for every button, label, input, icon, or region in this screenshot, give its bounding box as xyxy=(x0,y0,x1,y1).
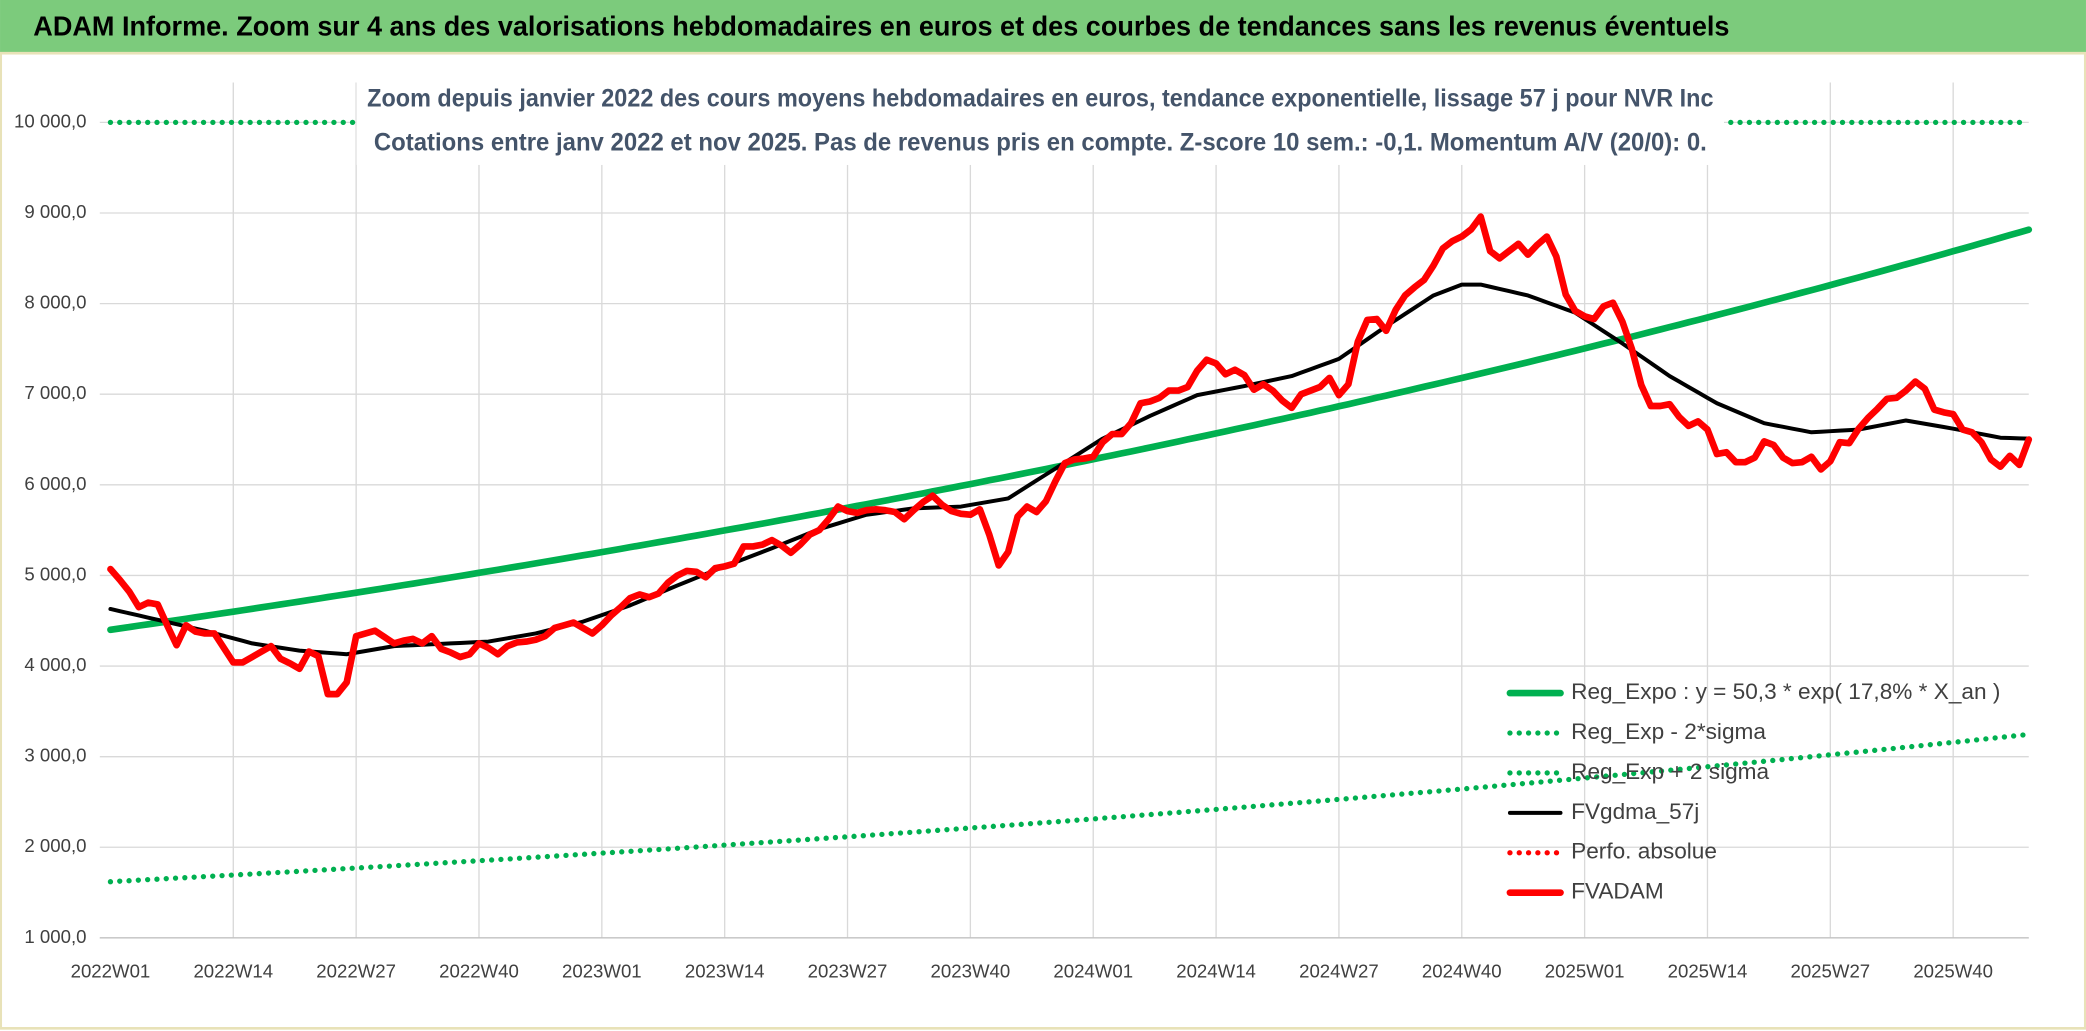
x-tick-label: 2022W14 xyxy=(193,960,273,981)
x-tick-label: 2022W27 xyxy=(316,960,396,981)
chart-subtitle: Zoom depuis janvier 2022 des cours moyen… xyxy=(367,84,1713,112)
x-tick-label: 2024W01 xyxy=(1053,960,1133,981)
y-tick-label: 1 000,0 xyxy=(24,926,86,947)
legend-label: FVgdma_57j xyxy=(1571,799,1699,824)
x-tick-label: 2023W27 xyxy=(808,960,888,981)
series-line xyxy=(107,731,2032,885)
legend-label: Reg_Expo : y = 50,3 * exp( 17,8% * X_an … xyxy=(1571,679,2000,704)
legend-label: Perfo. absolue xyxy=(1571,839,1717,864)
y-tick-label: 2 000,0 xyxy=(24,835,86,856)
x-tick-label: 2025W01 xyxy=(1545,960,1625,981)
y-tick-label: 6 000,0 xyxy=(24,473,86,494)
header-bar xyxy=(0,0,2086,54)
y-tick-label: 7 000,0 xyxy=(24,382,86,403)
legend: Reg_Expo : y = 50,3 * exp( 17,8% * X_an … xyxy=(1506,679,2000,904)
y-tick-label: 10 000,0 xyxy=(14,110,86,131)
legend-label: Reg_Exp + 2 sigma xyxy=(1571,759,1769,784)
chart-title: ADAM Informe. Zoom sur 4 ans des valoris… xyxy=(33,10,1729,41)
y-tick-label: 5 000,0 xyxy=(24,563,86,584)
x-tick-label: 2024W27 xyxy=(1299,960,1379,981)
legend-label: Reg_Exp - 2*sigma xyxy=(1571,719,1766,744)
x-tick-label: 2024W14 xyxy=(1176,960,1256,981)
x-tick-label: 2024W40 xyxy=(1422,960,1502,981)
frame xyxy=(0,51,2086,1030)
chart-subtitle: Cotations entre janv 2022 et nov 2025. P… xyxy=(374,128,1707,156)
subtitle-box xyxy=(356,77,1725,165)
y-tick-label: 3 000,0 xyxy=(24,745,86,766)
x-tick-label: 2022W40 xyxy=(439,960,519,981)
x-tick-label: 2025W27 xyxy=(1790,960,1870,981)
x-tick-label: 2025W40 xyxy=(1913,960,1993,981)
x-tick-label: 2022W01 xyxy=(71,960,151,981)
y-tick-label: 9 000,0 xyxy=(24,201,86,222)
x-tick-label: 2025W14 xyxy=(1668,960,1748,981)
y-tick-label: 4 000,0 xyxy=(24,654,86,675)
y-tick-label: 8 000,0 xyxy=(24,292,86,313)
x-tick-label: 2023W14 xyxy=(685,960,765,981)
series-line xyxy=(107,213,2033,698)
legend-label: FVADAM xyxy=(1571,879,1664,904)
x-tick-label: 2023W01 xyxy=(562,960,642,981)
plot-area: 1 000,0 2 000,0 3 000,0 4 000,0 5 000,0 6 000… xyxy=(14,82,2033,981)
x-tick-label: 2023W40 xyxy=(931,960,1011,981)
